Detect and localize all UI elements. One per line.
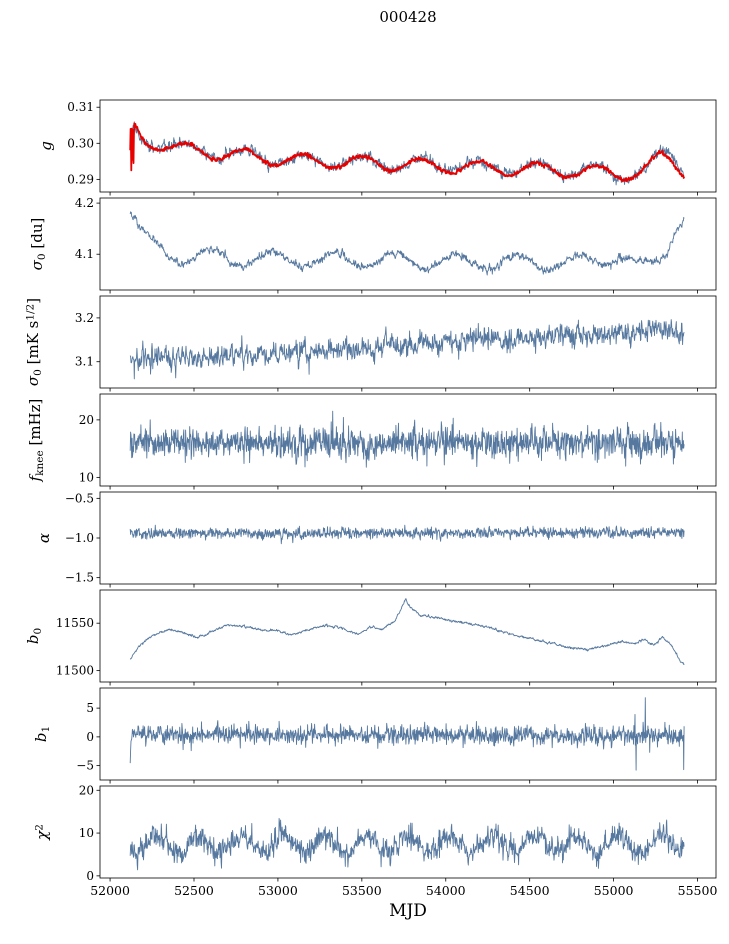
y-axis-label-segment: b: [24, 634, 43, 645]
axes-box: [99, 99, 717, 193]
y-tick-label: 4.2: [75, 196, 94, 210]
x-tick-label: 53500: [342, 883, 382, 898]
y-axis-label-segment: f: [26, 475, 45, 482]
series-f-knee-line: [129, 410, 685, 468]
axes-box: [99, 491, 717, 585]
x-tick-label: 52500: [174, 883, 214, 898]
y-axis-label-segment: ]: [24, 297, 43, 304]
y-axis-label-segment: b: [32, 732, 51, 743]
y-tick-label: 20: [79, 783, 94, 797]
y-tick-label: 11550: [56, 616, 94, 630]
y-axis-label-segment: 0: [31, 627, 44, 635]
y-axis-label-segment: σ: [28, 260, 47, 271]
y-axis-label-sigma0-du: σ0 [du]: [28, 218, 48, 271]
series-chi2-line: [129, 817, 685, 871]
axes-box: [99, 589, 717, 683]
panel-b1: −5 0 5: [76, 687, 717, 784]
y-tick-label: 0: [86, 730, 94, 744]
y-tick-label: 11500: [56, 664, 94, 678]
y-axis-label-b1: b1: [32, 726, 52, 742]
y-tick-label: 3.2: [75, 311, 94, 325]
x-tick-label: 54000: [426, 883, 466, 898]
y-axis-label-segment: χ: [33, 830, 51, 840]
y-axis-label-f-knee: fknee [mHz]: [26, 399, 46, 482]
y-tick-label: 0: [86, 869, 94, 883]
y-tick-label: 0.29: [67, 172, 94, 186]
y-axis-label-chi2: χ2: [33, 824, 51, 840]
y-axis-label-segment: g: [37, 141, 55, 151]
panel-alpha: −0.5 −1.0 −1.5: [65, 491, 717, 588]
series-gain-data-line: [129, 121, 685, 186]
x-tick-label: 53000: [258, 883, 298, 898]
y-tick-label: −1.0: [65, 531, 94, 545]
panel-g: 0.29 0.30 0.31: [67, 99, 717, 196]
y-axis-label-segment: 2: [33, 824, 46, 831]
series-b1-line: [129, 697, 685, 771]
y-tick-label: 3.1: [75, 355, 94, 369]
y-axis-label-segment: knee: [33, 450, 46, 476]
y-tick-label: 10: [79, 470, 94, 484]
y-tick-label: 10: [79, 826, 94, 840]
y-axis-label-alpha: α: [35, 533, 53, 543]
axes-box: [99, 197, 717, 291]
x-tick-label: 54500: [510, 883, 550, 898]
x-tick-label: 52000: [90, 883, 130, 898]
axes-box: [99, 295, 717, 389]
series-alpha-line: [129, 524, 685, 545]
panel-sigma0-mks: 3.1 3.2: [75, 295, 717, 392]
panel-chi2: 0 10 20 52000 52500 53000 53500 54000 54500 55000…: [79, 783, 718, 898]
y-tick-label: 0.30: [67, 136, 94, 150]
axes-box: [99, 785, 717, 879]
y-axis-label-segment: 1/2: [24, 303, 37, 321]
y-tick-label: 0.31: [67, 100, 94, 114]
y-axis-label-segment: 0: [31, 369, 44, 376]
axes-box: [99, 687, 717, 781]
y-tick-label: −5: [76, 759, 94, 773]
y-axis-label-sigma0-mks: σ0 [mK s1/2]: [24, 298, 44, 386]
panel-b0: 11500 11550: [56, 589, 717, 686]
y-axis-label-segment: 1: [39, 725, 52, 733]
y-tick-label: −1.5: [65, 571, 94, 585]
y-axis-label-segment: [du]: [28, 217, 47, 254]
y-tick-label: 20: [79, 413, 94, 427]
figure-title: 000428: [379, 8, 437, 26]
panel-sigma0-du: 4.1 4.2: [75, 196, 717, 294]
x-tick-label: 55000: [594, 883, 634, 898]
x-axis-label: MJD: [389, 901, 427, 921]
y-axis-label-b0: b0: [24, 628, 44, 644]
series-gain-model-line: [129, 122, 685, 183]
y-axis-label-segment: σ: [24, 375, 43, 387]
y-axis-label-g: g: [37, 141, 55, 151]
x-tick-label: 55500: [678, 883, 718, 898]
y-tick-label: −0.5: [65, 491, 94, 505]
series-sigma0-mks-line: [129, 319, 685, 380]
axes-box: [99, 393, 717, 487]
y-axis-label-segment: [mK s: [24, 320, 43, 370]
y-tick-label: 5: [86, 701, 94, 715]
y-axis-label-segment: α: [35, 532, 53, 544]
series-b0-line: [129, 598, 685, 666]
y-axis-label-segment: 0: [35, 253, 48, 261]
series-sigma0-du-line: [129, 211, 685, 276]
y-tick-label: 4.1: [75, 247, 94, 261]
y-axis-label-segment: [mHz]: [26, 398, 45, 451]
panel-f-knee: 10 20: [79, 393, 717, 490]
